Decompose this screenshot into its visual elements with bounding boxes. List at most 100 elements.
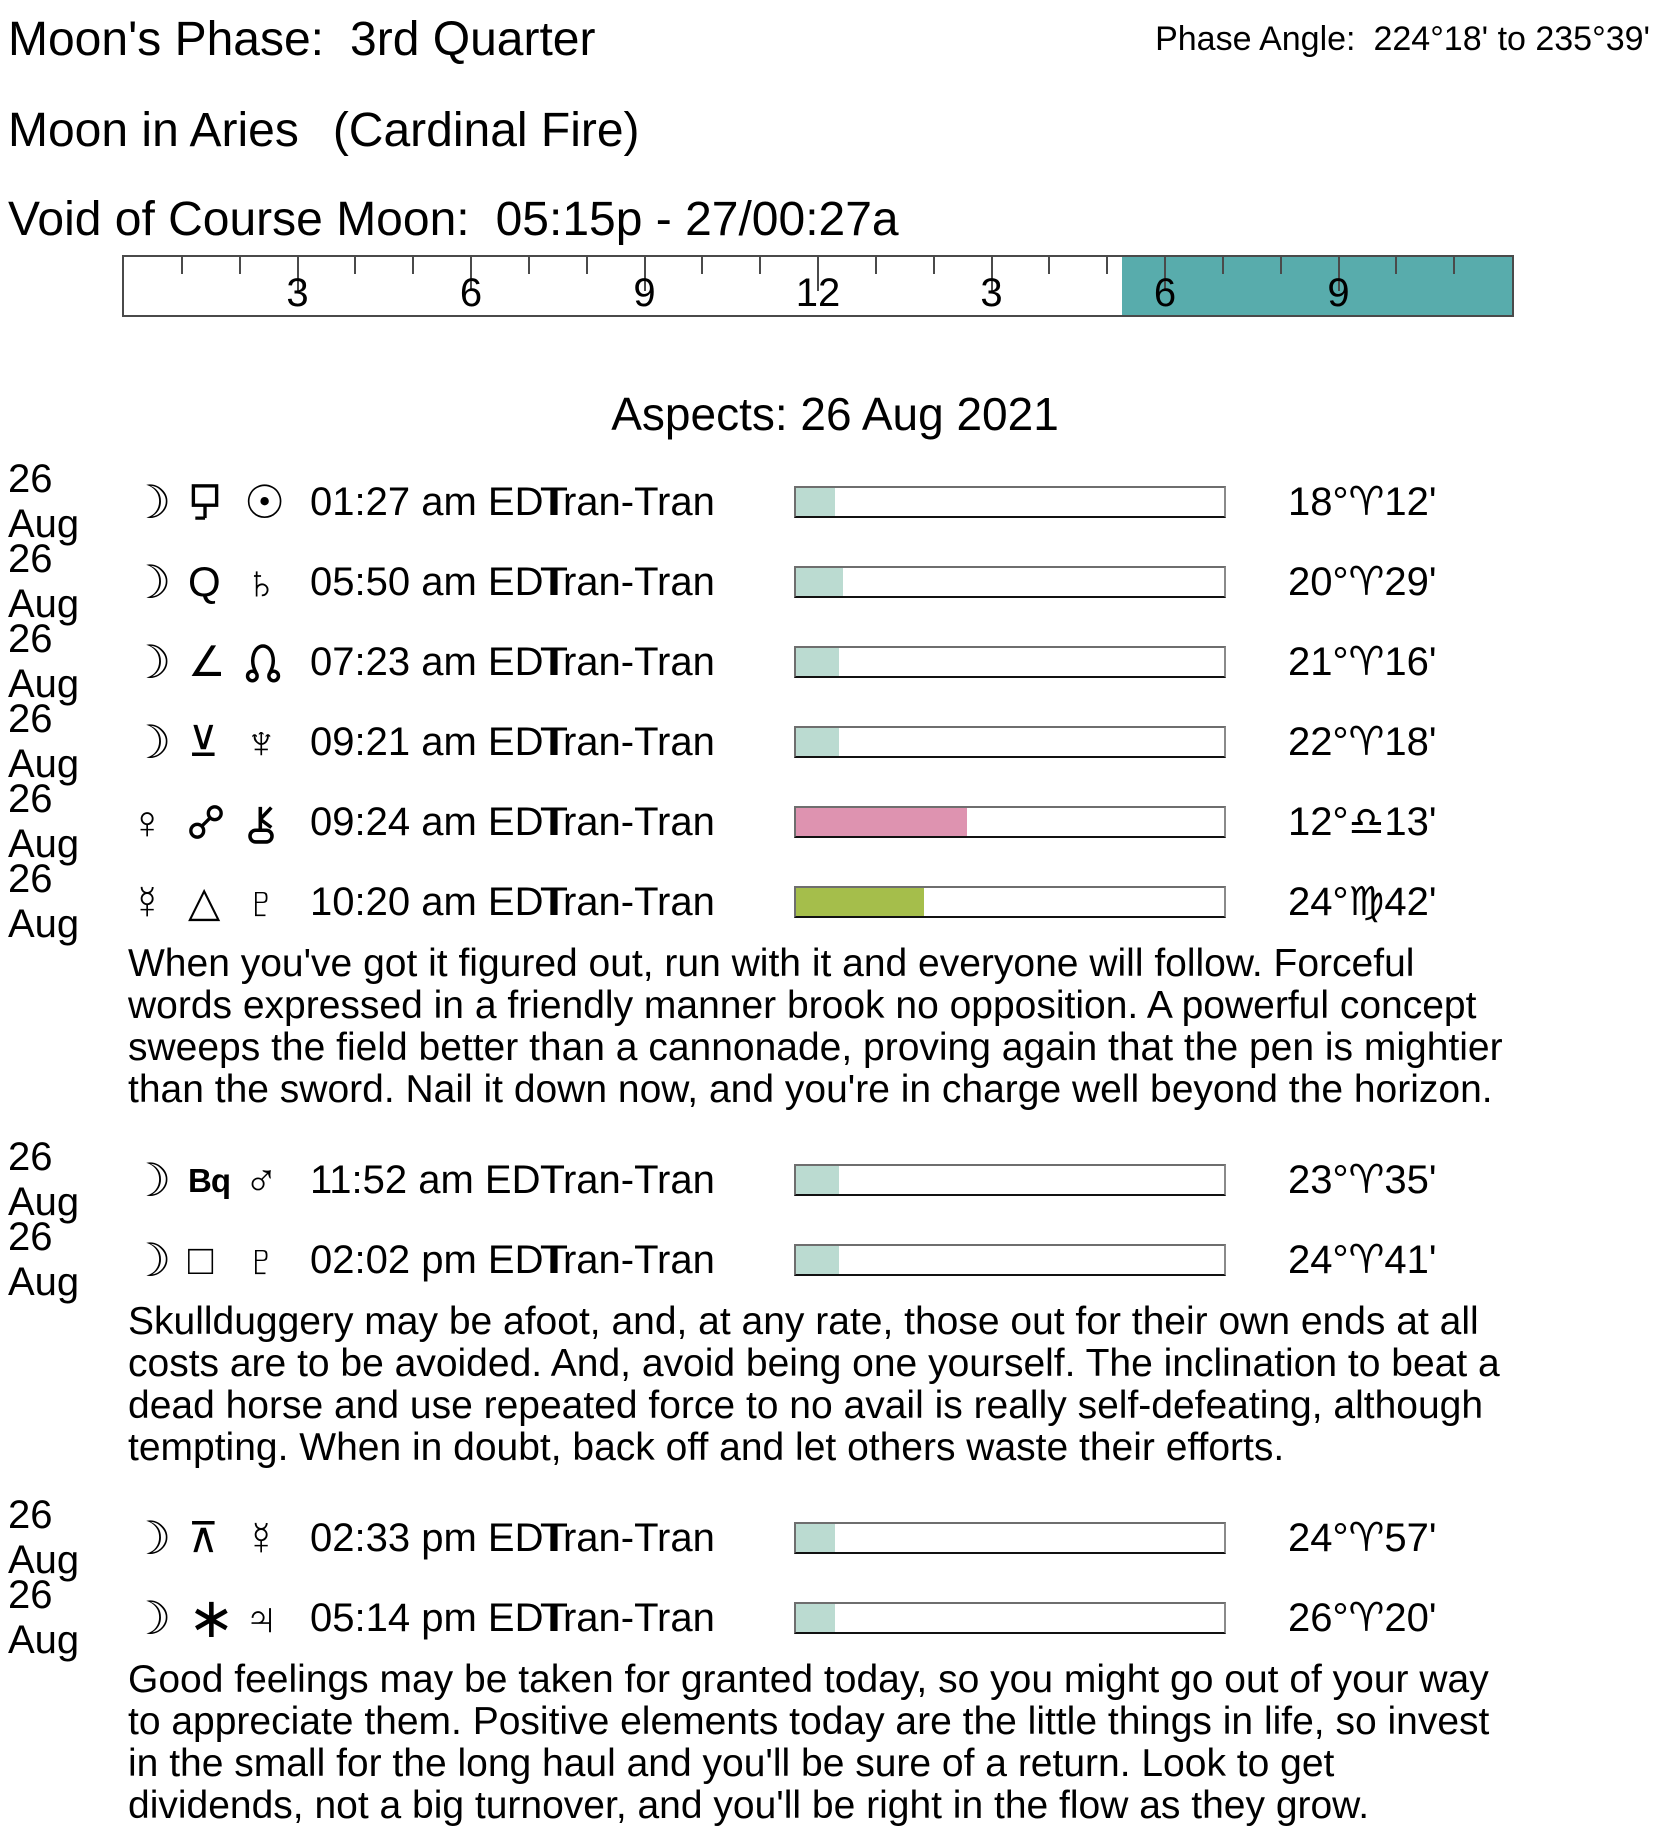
hour-label: 9: [633, 271, 656, 315]
aspect-date: 26 Aug: [8, 617, 80, 706]
hour-tick: [354, 257, 357, 274]
hour-tick: [874, 257, 877, 274]
hour-tick: [296, 257, 299, 291]
orb-progress-bar: [794, 1602, 1226, 1634]
aspect-time: 05:14 pm EDT: [310, 1595, 568, 1640]
moon-icon: ☽: [130, 1154, 172, 1206]
aspect-row: 26 Aug ☽ ⊻ ♆ 09:21 am EDT Tran-Tran 22°♈…: [8, 697, 1670, 786]
aspect-date: 26 Aug: [8, 1135, 80, 1224]
moons-phase-value: 3rd Quarter: [350, 13, 596, 66]
aspect-type: Tran-Tran: [540, 1595, 715, 1640]
moon-icon: ☽: [130, 1234, 172, 1286]
hour-label: 3: [286, 271, 309, 315]
aspect-time: 01:27 am EDT: [310, 479, 568, 524]
aspect-type: Tran-Tran: [540, 1515, 715, 1560]
aspect-time: 07:23 am EDT: [310, 639, 568, 684]
hour-label: 6: [1153, 271, 1177, 315]
aspect-date: 26 Aug: [8, 857, 80, 946]
orb-progress-bar: [794, 566, 1226, 598]
moon-sign-quality: (Cardinal Fire): [332, 104, 640, 157]
orb-progress-fill: [796, 568, 844, 596]
orb-progress-fill: [796, 1246, 839, 1274]
quincunx-icon: ⊼: [188, 1514, 219, 1561]
aspect-date: 26 Aug: [8, 537, 80, 626]
aspect-date: 26 Aug: [8, 697, 80, 786]
orb-progress-bar: [794, 886, 1226, 918]
hour-tick: [932, 257, 935, 274]
aspect-degree: 18°♈12': [1288, 480, 1437, 524]
sesquiquadrate-icon: [188, 482, 244, 522]
aspect-row: 26 Aug ☽ ∗ ♃ 05:14 pm EDT Tran-Tran 26°♈…: [8, 1573, 1670, 1662]
hour-tick: [643, 257, 646, 291]
orb-progress-fill: [796, 1524, 835, 1552]
moon-icon: ☽: [130, 636, 172, 688]
orb-progress-fill: [796, 808, 968, 836]
aspect-row: 26 Aug ☽ Bq ♂ 11:52 am EDT Tran-Tran 23°…: [8, 1135, 1670, 1224]
orb-progress-bar: [794, 726, 1226, 758]
moons-phase-label: Moon's Phase:: [8, 13, 325, 66]
mercury-icon: ☿: [130, 876, 165, 928]
hour-tick: [527, 257, 530, 274]
aspect-type: Tran-Tran: [540, 1237, 715, 1282]
header-row: Moon's Phase: 3rd Quarter Phase Angle: 224…: [0, 0, 1670, 67]
hour-tick: [759, 257, 762, 274]
hour-tick: [238, 257, 241, 274]
orb-progress-fill: [796, 648, 839, 676]
biquintile-icon: Bq: [188, 1161, 231, 1199]
aspect-row: 26 Aug ☽ □ ♇ 02:02 pm EDT Tran-Tran 24°♈…: [8, 1215, 1670, 1304]
orb-progress-bar: [794, 646, 1226, 678]
aspect-type: Tran-Tran: [540, 719, 715, 764]
aspect-date: 26 Aug: [8, 457, 80, 546]
aspect-time: 09:21 am EDT: [310, 719, 568, 764]
aspect-time: 09:24 am EDT: [310, 799, 568, 844]
hour-tick: [1279, 257, 1282, 274]
hour-label: 3: [980, 271, 1003, 315]
north-node-icon: [244, 640, 310, 684]
orb-progress-bar: [794, 486, 1226, 518]
semisextile-icon: ⊻: [188, 718, 219, 765]
aspect-degree: 21°♈16': [1288, 640, 1437, 684]
orb-progress-bar: [794, 1164, 1226, 1196]
aspect-date: 26 Aug: [8, 777, 80, 866]
aspect-degree: 24°♍42': [1288, 880, 1437, 924]
venus-icon: ♀: [130, 796, 165, 848]
hour-tick: [1453, 257, 1456, 274]
hour-tick: [1048, 257, 1051, 274]
quintile-icon: Q: [188, 558, 221, 605]
orb-progress-bar: [794, 1244, 1226, 1276]
aspect-type: Tran-Tran: [540, 799, 715, 844]
aspect-time: 02:33 pm EDT: [310, 1515, 568, 1560]
aspect-type: Tran-Tran: [540, 639, 715, 684]
mars-icon: ♂: [244, 1154, 279, 1206]
moon-icon: ☽: [130, 716, 172, 768]
aspects-list: 26 Aug ☽ ☉ 01:27 am EDT Tran-Tran 18°♈12…: [0, 457, 1670, 1827]
hour-tick: [1395, 257, 1398, 274]
aspect-interpretation: When you've got it figured out, run with…: [128, 942, 1503, 1111]
orb-progress-fill: [796, 1166, 839, 1194]
semisquare-icon: ∠: [188, 638, 226, 685]
trine-icon: △: [188, 878, 221, 925]
hour-tick: [817, 257, 819, 291]
aspect-time: 02:02 pm EDT: [310, 1237, 568, 1282]
aspects-title: Aspects: 26 Aug 2021: [611, 388, 1059, 440]
aspect-type: Tran-Tran: [540, 479, 715, 524]
aspect-row: 26 Aug ☽ ⊼ ☿ 02:33 pm EDT Tran-Tran 24°♈…: [8, 1493, 1670, 1582]
hour-label: 9: [1327, 271, 1350, 315]
aspect-row: 26 Aug ☽ ∠ 07:23 am EDT Tran-Tran 21°♈16…: [8, 617, 1670, 706]
moon-icon: ☽: [130, 556, 172, 608]
hour-tick: [585, 257, 588, 274]
voc-active-region: [1121, 257, 1512, 315]
voc-line: Void of Course Moon: 05:15p - 27/00:27a: [8, 192, 1670, 247]
neptune-icon: ♆: [244, 716, 279, 768]
aspect-interpretation: Good feelings may be taken for granted t…: [128, 1658, 1490, 1827]
hour-tick: [180, 257, 183, 274]
saturn-icon: ♄: [244, 556, 279, 608]
aspect-row: 26 Aug ☿ △ ♇ 10:20 am EDT Tran-Tran 24°♍…: [8, 857, 1670, 946]
hour-tick: [1337, 257, 1340, 291]
orb-progress-fill: [796, 1604, 835, 1632]
moon-sign-line: Moon in Aries (Cardinal Fire): [8, 103, 1670, 158]
moon-icon: ☽: [130, 1512, 172, 1564]
hour-tick: [412, 257, 415, 274]
hour-tick: [1221, 257, 1224, 274]
aspect-interpretation: Skullduggery may be afoot, and, at any r…: [128, 1300, 1500, 1469]
